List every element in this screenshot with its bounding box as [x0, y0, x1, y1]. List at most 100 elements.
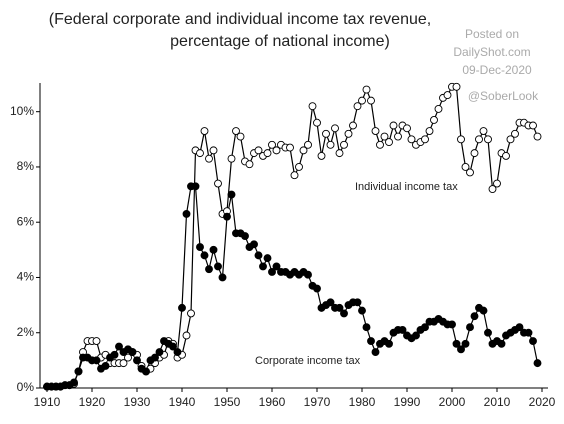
data-point [448, 320, 456, 329]
chart-title: (Federal corporate and individual income… [49, 11, 431, 28]
data-point [232, 127, 240, 135]
x-tick-label: 1930 [124, 395, 151, 409]
data-point [376, 140, 384, 149]
data-point [259, 262, 267, 271]
data-point [263, 254, 272, 263]
data-point [299, 146, 308, 155]
data-point [241, 232, 249, 240]
data-point [326, 298, 335, 307]
data-point [286, 143, 294, 152]
y-tick-label: 8% [17, 159, 35, 173]
data-point [115, 342, 123, 351]
data-point [268, 267, 276, 276]
data-point [524, 328, 533, 337]
watermark: Posted on [465, 27, 519, 41]
annotation: Corporate income tax [255, 355, 361, 367]
data-point [155, 348, 164, 357]
data-point [178, 303, 186, 312]
data-point [358, 96, 366, 105]
data-point [340, 140, 348, 149]
data-point [533, 132, 542, 141]
data-point [461, 339, 470, 348]
data-point [254, 251, 263, 260]
data-point [488, 185, 497, 194]
x-tick-label: 1990 [394, 395, 421, 409]
data-point [214, 262, 222, 271]
watermark: @SoberLook [468, 89, 539, 103]
data-point [484, 135, 492, 144]
data-point [92, 356, 101, 365]
data-point [133, 356, 141, 365]
data-point [209, 245, 218, 254]
data-point [290, 171, 299, 180]
data-point [304, 270, 312, 279]
data-point [313, 284, 321, 293]
data-point [272, 262, 281, 271]
data-point [389, 121, 398, 130]
data-point [412, 331, 420, 340]
data-point [407, 135, 416, 144]
data-point [322, 129, 330, 138]
data-point [461, 162, 470, 171]
data-point [479, 306, 488, 315]
chart-subtitle: percentage of national income) [170, 33, 390, 50]
data-point [304, 140, 312, 149]
watermark: DailyShot.com [453, 45, 530, 59]
data-point [398, 326, 407, 334]
data-point [502, 151, 510, 160]
data-point [119, 359, 128, 368]
data-point [326, 140, 335, 149]
y-tick-label: 6% [17, 214, 35, 228]
data-point [200, 251, 209, 260]
x-tick-label: 2010 [484, 395, 511, 409]
data-point [331, 124, 339, 133]
data-point [209, 146, 218, 155]
data-point [182, 331, 191, 340]
data-point [443, 91, 452, 100]
data-point [529, 121, 537, 130]
y-tick-label: 4% [17, 270, 35, 284]
data-point [101, 361, 110, 370]
data-point [187, 309, 195, 318]
data-point [92, 337, 101, 345]
data-point [196, 149, 204, 158]
data-point [403, 124, 411, 133]
data-point [295, 162, 303, 171]
data-point [110, 350, 119, 359]
data-point [236, 132, 245, 141]
data-point [475, 135, 483, 144]
data-point [421, 135, 429, 144]
data-point [200, 127, 209, 135]
data-point [457, 345, 465, 354]
data-point [506, 135, 515, 144]
data-point [497, 339, 506, 348]
data-point [317, 151, 326, 160]
data-point [385, 138, 393, 147]
data-point [466, 323, 474, 332]
watermark: 09-Dec-2020 [462, 63, 532, 77]
data-point [250, 240, 258, 249]
data-point [313, 118, 321, 127]
data-point [308, 102, 317, 111]
data-point [470, 149, 479, 158]
x-tick-label: 1920 [79, 395, 106, 409]
data-point [529, 337, 537, 345]
data-point [205, 154, 213, 163]
data-point [380, 132, 389, 141]
y-tick-label: 10% [10, 104, 34, 118]
data-point [151, 353, 159, 362]
data-point [335, 149, 344, 158]
data-point [169, 342, 177, 351]
data-point [362, 323, 371, 332]
data-point [394, 132, 402, 141]
data-point [268, 140, 276, 149]
data-point [227, 154, 236, 163]
data-point [425, 127, 434, 135]
data-point [254, 146, 263, 155]
data-point [263, 149, 272, 158]
data-point [128, 348, 137, 357]
data-point [452, 82, 461, 91]
x-tick-label: 2020 [529, 395, 556, 409]
data-point [272, 146, 281, 155]
